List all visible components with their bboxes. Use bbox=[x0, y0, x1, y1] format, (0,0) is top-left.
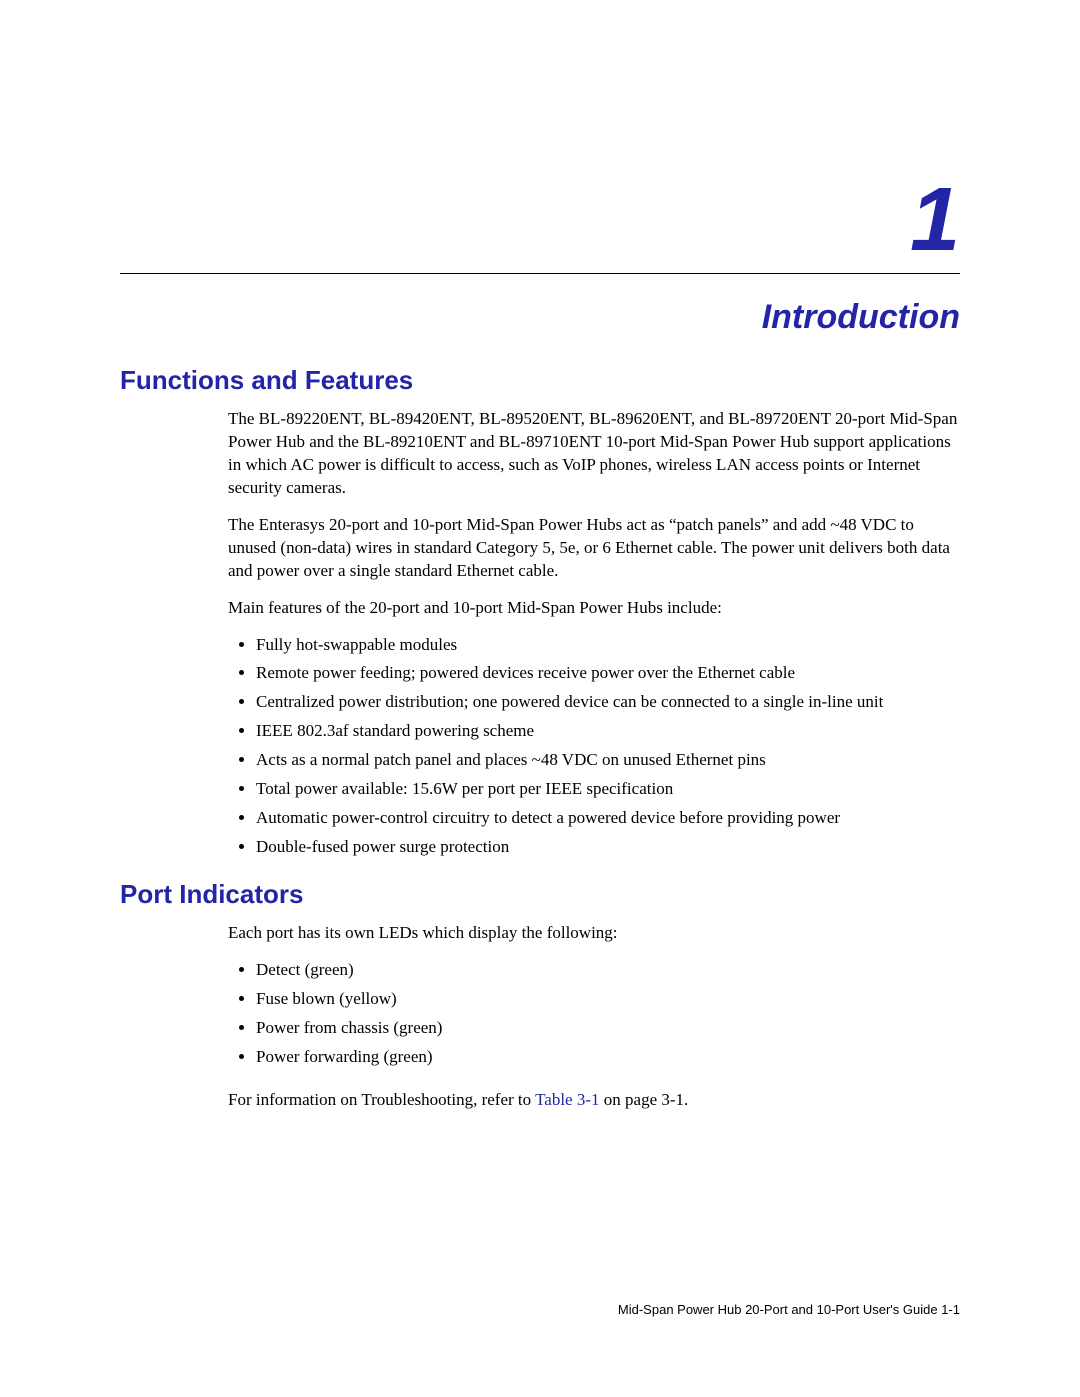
section1-para3: Main features of the 20-port and 10-port… bbox=[228, 597, 960, 620]
section2-body: Each port has its own LEDs which display… bbox=[228, 922, 960, 1112]
section2-para1: Each port has its own LEDs which display… bbox=[228, 922, 960, 945]
list-item: Total power available: 15.6W per port pe… bbox=[256, 778, 960, 801]
section2-para2: For information on Troubleshooting, refe… bbox=[228, 1089, 960, 1112]
chapter-title: Introduction bbox=[120, 298, 960, 337]
list-item: IEEE 802.3af standard powering scheme bbox=[256, 720, 960, 743]
list-item: Power forwarding (green) bbox=[256, 1046, 960, 1069]
page-footer: Mid-Span Power Hub 20-Port and 10-Port U… bbox=[618, 1302, 960, 1317]
section2-bullets: Detect (green) Fuse blown (yellow) Power… bbox=[228, 959, 960, 1069]
list-item: Fuse blown (yellow) bbox=[256, 988, 960, 1011]
page: 1 Introduction Functions and Features Th… bbox=[0, 0, 1080, 1172]
section2-para2-pre: For information on Troubleshooting, refe… bbox=[228, 1090, 535, 1109]
chapter-number: 1 bbox=[120, 175, 960, 265]
section1-body: The BL-89220ENT, BL-89420ENT, BL-89520EN… bbox=[228, 408, 960, 859]
list-item: Fully hot-swappable modules bbox=[256, 634, 960, 657]
section2-para2-post: on page 3-1. bbox=[600, 1090, 689, 1109]
list-item: Detect (green) bbox=[256, 959, 960, 982]
list-item: Remote power feeding; powered devices re… bbox=[256, 662, 960, 685]
list-item: Double-fused power surge protection bbox=[256, 836, 960, 859]
section-heading-functions: Functions and Features bbox=[120, 365, 960, 396]
list-item: Acts as a normal patch panel and places … bbox=[256, 749, 960, 772]
section1-bullets: Fully hot-swappable modules Remote power… bbox=[228, 634, 960, 860]
table-3-1-xref[interactable]: Table 3-1 bbox=[535, 1090, 599, 1109]
list-item: Power from chassis (green) bbox=[256, 1017, 960, 1040]
list-item: Automatic power-control circuitry to det… bbox=[256, 807, 960, 830]
section1-para2: The Enterasys 20-port and 10-port Mid-Sp… bbox=[228, 514, 960, 583]
section-heading-port-indicators: Port Indicators bbox=[120, 879, 960, 910]
section1-para1: The BL-89220ENT, BL-89420ENT, BL-89520EN… bbox=[228, 408, 960, 500]
chapter-rule bbox=[120, 273, 960, 274]
list-item: Centralized power distribution; one powe… bbox=[256, 691, 960, 714]
